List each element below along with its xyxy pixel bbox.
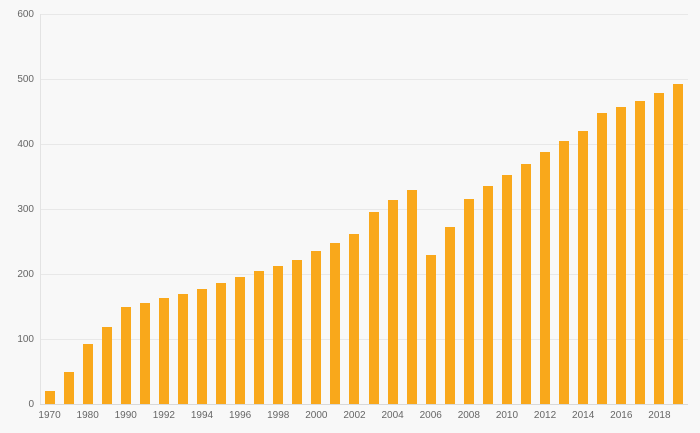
x-axis-label-2006: 2006	[419, 410, 442, 421]
y-axis-label-300: 300	[17, 204, 34, 215]
x-axis-label-1990: 1990	[114, 410, 137, 421]
x-axis-label-2004: 2004	[381, 410, 404, 421]
bar-2017	[635, 101, 646, 404]
bar-2004	[387, 199, 398, 404]
bar-2018	[654, 92, 665, 404]
bar-2001	[330, 242, 341, 404]
y-axis-label-400: 400	[17, 139, 34, 150]
bar-2013	[559, 141, 570, 404]
bar-1980	[82, 344, 93, 404]
x-axis-label-2008: 2008	[457, 410, 480, 421]
bar-1994	[197, 288, 207, 404]
x-axis-label-2014: 2014	[572, 410, 595, 421]
x-axis-label-2000: 2000	[305, 410, 328, 421]
bar-2015	[597, 113, 608, 404]
bar-2007	[444, 226, 455, 404]
y-axis-label-600: 600	[17, 9, 34, 20]
x-axis-label-1970: 1970	[38, 410, 61, 421]
bar-2002	[349, 233, 360, 404]
gridline-300	[40, 209, 688, 210]
bar-2012	[540, 152, 551, 404]
bar-1997	[254, 271, 265, 404]
bar-1992	[158, 298, 169, 404]
bar-1996	[235, 277, 246, 404]
x-axis-label-2016: 2016	[610, 410, 633, 421]
gridline-400	[40, 144, 688, 145]
gridline-200	[40, 274, 688, 275]
bar-2016	[616, 106, 627, 404]
bar-1985	[101, 327, 112, 404]
gridline-100	[40, 339, 688, 340]
x-axis-label-1996: 1996	[228, 410, 252, 421]
y-axis-line	[40, 14, 41, 404]
x-axis-label-1998: 1998	[267, 410, 290, 421]
bar-1999	[292, 259, 303, 404]
bar-2014	[578, 131, 589, 404]
x-axis-label-2018: 2018	[648, 410, 671, 421]
x-axis-label-1994: 1994	[190, 410, 214, 421]
y-axis-label-0: 0	[28, 399, 34, 410]
gridline-0	[40, 404, 688, 405]
bar-1991	[139, 302, 150, 404]
bar-2019	[673, 83, 684, 404]
bar-1998	[273, 265, 284, 404]
bar-2003	[368, 212, 379, 404]
x-axis-label-2010: 2010	[495, 410, 519, 421]
y-axis-label-100: 100	[17, 334, 34, 345]
bar-2005	[406, 189, 417, 404]
bar-2000	[311, 251, 322, 404]
gridline-600	[40, 14, 688, 15]
bar-2008	[463, 199, 474, 404]
bar-2010	[501, 175, 512, 404]
gridline-500	[40, 79, 688, 80]
bar-1993	[177, 294, 188, 404]
bar-2009	[482, 185, 493, 404]
bar-2011	[521, 164, 531, 404]
y-axis-label-500: 500	[17, 74, 34, 85]
x-axis-label-1992: 1992	[152, 410, 175, 421]
x-axis-label-2012: 2012	[533, 410, 557, 421]
plot-area	[40, 14, 688, 405]
bar-1990	[120, 307, 131, 404]
bar-1975	[63, 371, 74, 404]
x-axis-label-1980: 1980	[76, 410, 99, 421]
x-axis-label-2002: 2002	[343, 410, 366, 421]
bar-1970	[44, 391, 55, 404]
bar-1995	[216, 283, 227, 404]
bar-2006	[425, 254, 436, 404]
y-axis-label-200: 200	[17, 269, 34, 280]
